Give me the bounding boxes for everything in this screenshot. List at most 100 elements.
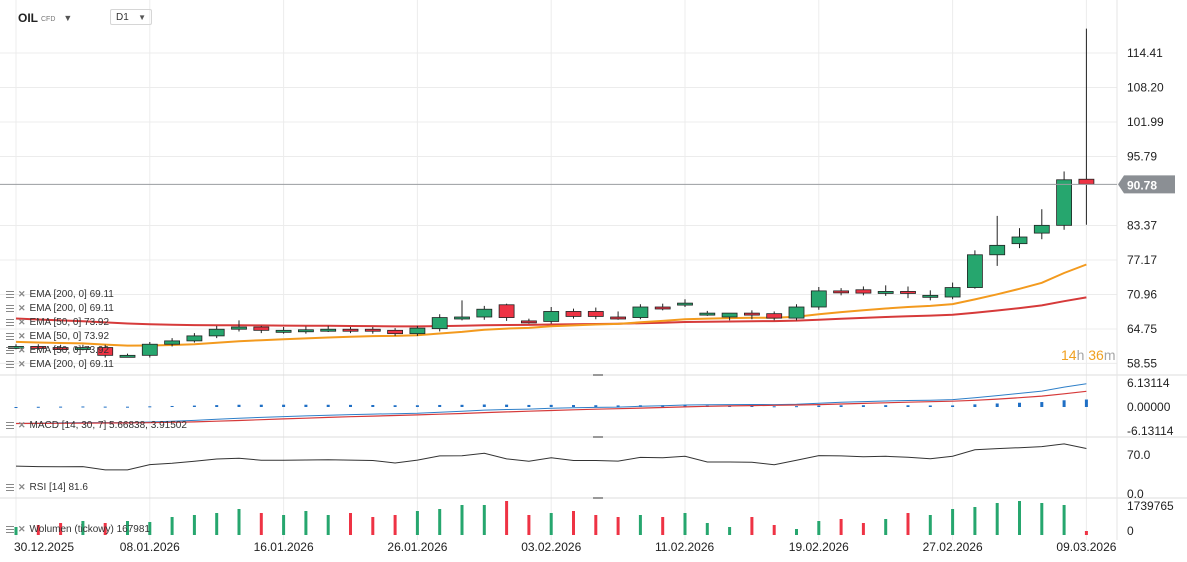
volume-bar bbox=[683, 513, 687, 535]
close-icon[interactable]: ✕ bbox=[18, 523, 26, 534]
candle-down bbox=[52, 347, 69, 350]
drag-handle-icon[interactable] bbox=[6, 346, 14, 354]
x-tick-label: 27.02.2026 bbox=[923, 540, 983, 554]
macd-histogram-bar bbox=[259, 404, 263, 407]
close-icon[interactable]: ✕ bbox=[18, 344, 26, 355]
indicator-legend-row[interactable]: ✕ EMA [200, 0] 69.11 bbox=[6, 358, 114, 370]
macd-histogram-bar bbox=[1040, 402, 1044, 407]
indicator-label: EMA [50, 0] 73.92 bbox=[29, 330, 110, 342]
close-icon[interactable]: ✕ bbox=[18, 481, 26, 492]
volume-bar bbox=[884, 519, 888, 535]
macd-histogram-bar bbox=[148, 406, 152, 408]
candle-up bbox=[454, 316, 470, 320]
volume-label: Wolumen (tickowy) 167981 bbox=[29, 523, 150, 535]
macd-histogram-bar bbox=[393, 405, 397, 407]
close-icon[interactable]: ✕ bbox=[18, 358, 26, 369]
candle-up bbox=[186, 335, 203, 342]
volume-bar bbox=[750, 517, 754, 535]
timeframe-select[interactable]: D1 ▼ bbox=[110, 9, 152, 25]
candle-up bbox=[141, 343, 158, 356]
macd-histogram-bar bbox=[304, 404, 308, 407]
volume-bar bbox=[170, 517, 174, 535]
macd-tick-label: 0.00000 bbox=[1127, 400, 1171, 414]
macd-histogram-bar bbox=[81, 406, 85, 408]
volume-bar bbox=[505, 501, 509, 535]
drag-handle-icon[interactable] bbox=[6, 332, 14, 340]
candle-down bbox=[253, 326, 270, 331]
candle-up bbox=[721, 312, 738, 318]
volume-bar bbox=[549, 513, 553, 535]
candle-down bbox=[900, 291, 916, 294]
volume-bar bbox=[951, 509, 955, 535]
volume-legend[interactable]: ✕ Wolumen (tickowy) 167981 bbox=[6, 523, 150, 535]
volume-bar bbox=[705, 523, 709, 535]
countdown-minutes: 36 bbox=[1088, 347, 1104, 363]
drag-handle-icon[interactable] bbox=[6, 483, 14, 491]
symbol-caret-icon[interactable]: ▼ bbox=[63, 13, 73, 23]
candle-up bbox=[231, 326, 247, 330]
ema-50-line bbox=[15, 263, 1087, 347]
macd-histogram-bar bbox=[103, 406, 107, 408]
volume-bar bbox=[215, 513, 219, 535]
candle-down bbox=[766, 313, 783, 319]
candle-up bbox=[1033, 224, 1050, 234]
rsi-legend[interactable]: ✕ RSI [14] 81.6 bbox=[6, 481, 88, 493]
drag-handle-icon[interactable] bbox=[6, 318, 14, 326]
macd-histogram-bar bbox=[126, 406, 129, 408]
countdown-hours: 14 bbox=[1061, 347, 1077, 363]
price-tick-label: 77.17 bbox=[1127, 253, 1157, 267]
close-icon[interactable]: ✕ bbox=[18, 316, 26, 327]
drag-handle-icon[interactable] bbox=[6, 421, 14, 429]
indicator-legend-row[interactable]: ✕ EMA [50, 0] 73.92 bbox=[6, 330, 109, 342]
symbol-selector[interactable]: OIL CFD ▼ bbox=[18, 9, 72, 27]
volume-bar bbox=[1018, 501, 1021, 535]
volume-bar bbox=[772, 525, 776, 535]
price-tick-label: 70.96 bbox=[1127, 287, 1157, 301]
volume-bar bbox=[59, 523, 63, 535]
rsi-tick-label: 0.0 bbox=[1127, 487, 1144, 501]
macd-legend[interactable]: ✕ MACD [14, 30, 7] 5.66838, 3.91502 bbox=[6, 419, 187, 431]
drag-handle-icon[interactable] bbox=[6, 360, 14, 368]
macd-tick-label: -6.13114 bbox=[1127, 424, 1174, 438]
macd-histogram-bar bbox=[482, 404, 486, 407]
candle-up bbox=[543, 311, 560, 322]
close-icon[interactable]: ✕ bbox=[18, 419, 26, 430]
indicator-label: EMA [200, 0] 69.11 bbox=[29, 358, 114, 370]
symbol-name: OIL bbox=[18, 11, 38, 25]
close-icon[interactable]: ✕ bbox=[18, 330, 26, 341]
volume-bar bbox=[81, 521, 85, 535]
volume-bar bbox=[1062, 505, 1066, 535]
drag-handle-icon[interactable] bbox=[6, 290, 14, 298]
macd-histogram-bar bbox=[973, 404, 977, 407]
candle-up bbox=[677, 302, 693, 306]
close-icon[interactable]: ✕ bbox=[18, 302, 26, 313]
close-icon[interactable]: ✕ bbox=[18, 288, 26, 299]
macd-histogram-bar bbox=[906, 405, 910, 407]
drag-handle-icon[interactable] bbox=[6, 525, 14, 533]
volume-bar bbox=[103, 523, 107, 535]
indicator-legend-row[interactable]: ✕ EMA [50, 0] 73.92 bbox=[6, 344, 109, 356]
indicator-label: EMA [200, 0] 69.11 bbox=[29, 288, 114, 300]
candle-up bbox=[1011, 236, 1028, 245]
macd-histogram-bar bbox=[594, 405, 598, 407]
candle-up bbox=[967, 254, 983, 288]
x-tick-label: 03.02.2026 bbox=[521, 540, 581, 554]
indicator-legend-row[interactable]: ✕ EMA [200, 0] 69.11 bbox=[6, 302, 114, 314]
indicator-legend-row[interactable]: ✕ EMA [200, 0] 69.11 bbox=[6, 288, 114, 300]
macd-histogram-bar bbox=[438, 404, 442, 407]
macd-histogram-bar bbox=[572, 405, 575, 407]
macd-histogram-bar bbox=[36, 406, 40, 408]
price-tick-label: 108.20 bbox=[1127, 81, 1164, 95]
volume-bar bbox=[36, 525, 40, 535]
candle-down bbox=[364, 328, 381, 332]
macd-histogram-bar bbox=[59, 406, 63, 408]
macd-histogram-bar bbox=[215, 405, 219, 407]
candle-down bbox=[833, 290, 849, 294]
drag-handle-icon[interactable] bbox=[6, 304, 14, 312]
indicator-legend-row[interactable]: ✕ EMA [50, 0] 73.92 bbox=[6, 316, 109, 328]
volume-bar bbox=[1040, 503, 1044, 535]
symbol-type: CFD bbox=[41, 16, 56, 23]
candle-up bbox=[297, 329, 314, 333]
candle-up bbox=[788, 306, 805, 319]
